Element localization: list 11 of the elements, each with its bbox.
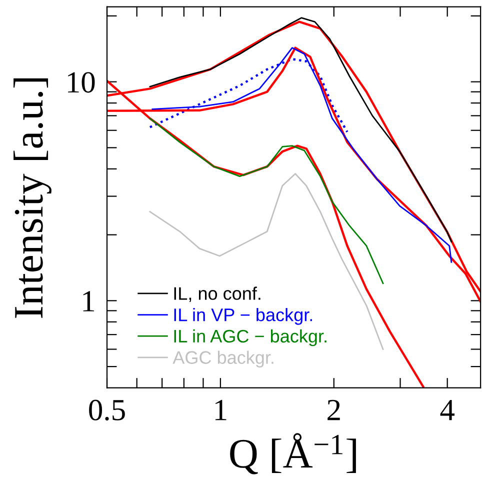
legend-label: IL in VP − backgr. xyxy=(174,308,312,325)
x-tick-label: 1 xyxy=(216,400,226,420)
legend-label: AGC backgr. xyxy=(172,350,274,368)
x-tick-label: 4 xyxy=(440,400,454,420)
y-axis-title: Intensity [a.u.] xyxy=(14,78,52,318)
legend-label: IL, no conf. xyxy=(174,286,260,302)
x-tick-label: 2 xyxy=(328,400,340,420)
x-tick-label: 0.5 xyxy=(89,400,125,421)
y-tick-label: 10 xyxy=(68,72,95,93)
x-axis-title: Q [Å$^{−1}$] xyxy=(230,433,356,474)
legend-label: IL in AGC − backgr. xyxy=(174,329,326,346)
